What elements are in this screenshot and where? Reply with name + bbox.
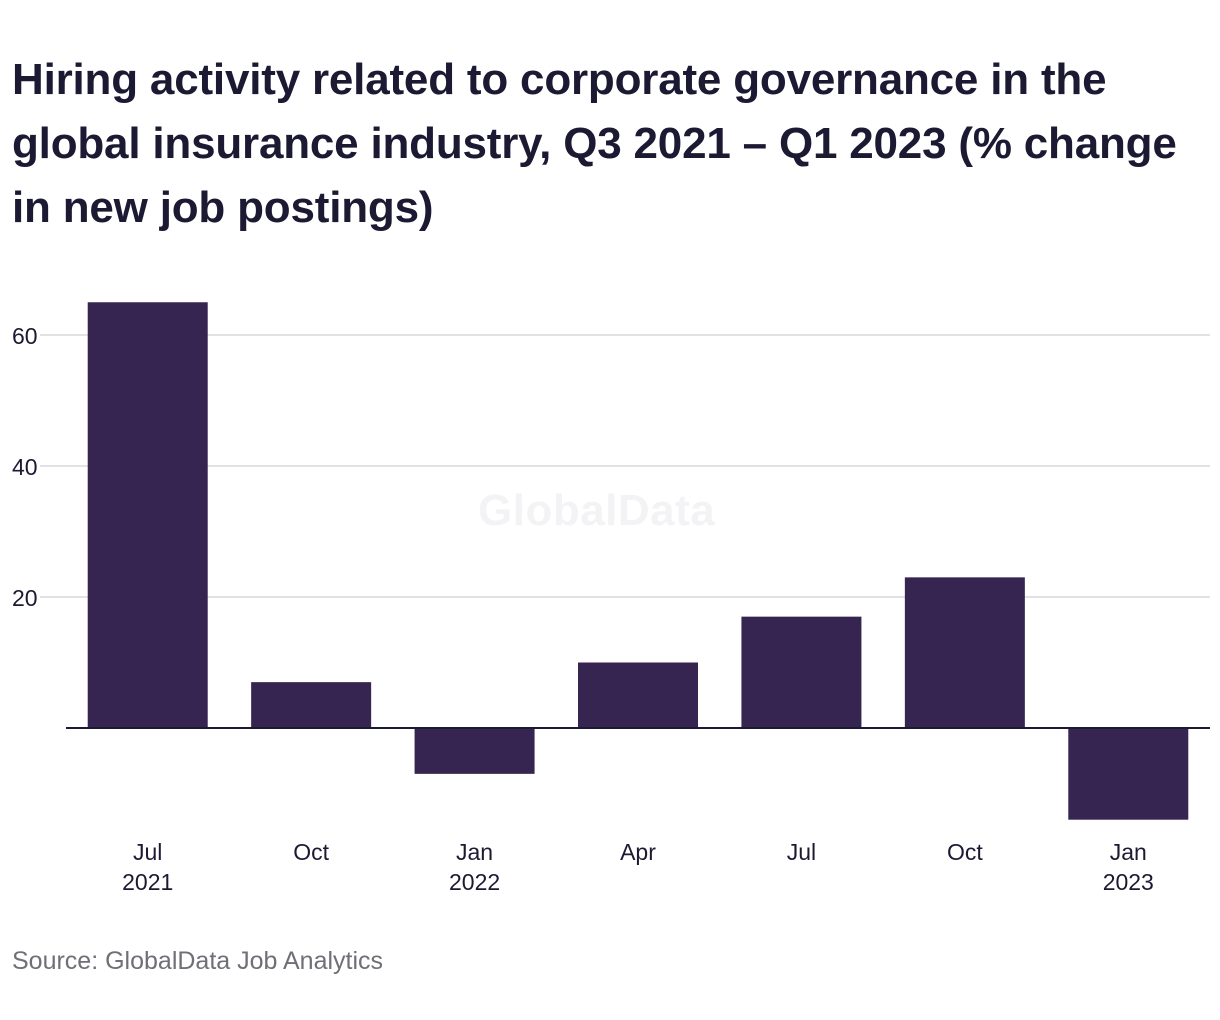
x-tick-label: Apr bbox=[620, 839, 656, 865]
y-tick-label: 40 bbox=[12, 454, 38, 480]
x-tick-year-label: 2023 bbox=[1103, 869, 1154, 895]
x-tick-year-label: 2021 bbox=[122, 869, 173, 895]
source-note: Source: GlobalData Job Analytics bbox=[12, 947, 384, 975]
bar bbox=[414, 728, 535, 774]
bars bbox=[87, 302, 1189, 820]
bar bbox=[578, 662, 698, 728]
y-axis-ticks: 20 40 60 bbox=[12, 323, 38, 611]
x-tick-label: Oct bbox=[293, 839, 329, 865]
chart-title: Hiring activity related to corporate gov… bbox=[12, 55, 1177, 232]
watermark-logo: GlobalData bbox=[478, 486, 716, 535]
x-tick-label: Jul bbox=[787, 839, 816, 865]
bar bbox=[87, 302, 208, 728]
x-axis-ticks: Jul 2021 Oct Jan 2022 Apr Jul Oct Jan 2023 bbox=[122, 839, 1154, 895]
bar bbox=[251, 682, 372, 728]
y-tick-label: 60 bbox=[12, 323, 38, 349]
y-tick-label: 20 bbox=[12, 585, 38, 611]
x-tick-label: Jan bbox=[1110, 839, 1147, 865]
x-tick-year-label: 2022 bbox=[449, 869, 500, 895]
x-tick-label: Jan bbox=[456, 839, 493, 865]
x-tick-label: Oct bbox=[947, 839, 983, 865]
bar bbox=[904, 577, 1025, 728]
bar bbox=[741, 616, 862, 728]
bar bbox=[1068, 728, 1189, 820]
x-tick-label: Jul bbox=[133, 839, 162, 865]
gridlines bbox=[40, 334, 1210, 598]
